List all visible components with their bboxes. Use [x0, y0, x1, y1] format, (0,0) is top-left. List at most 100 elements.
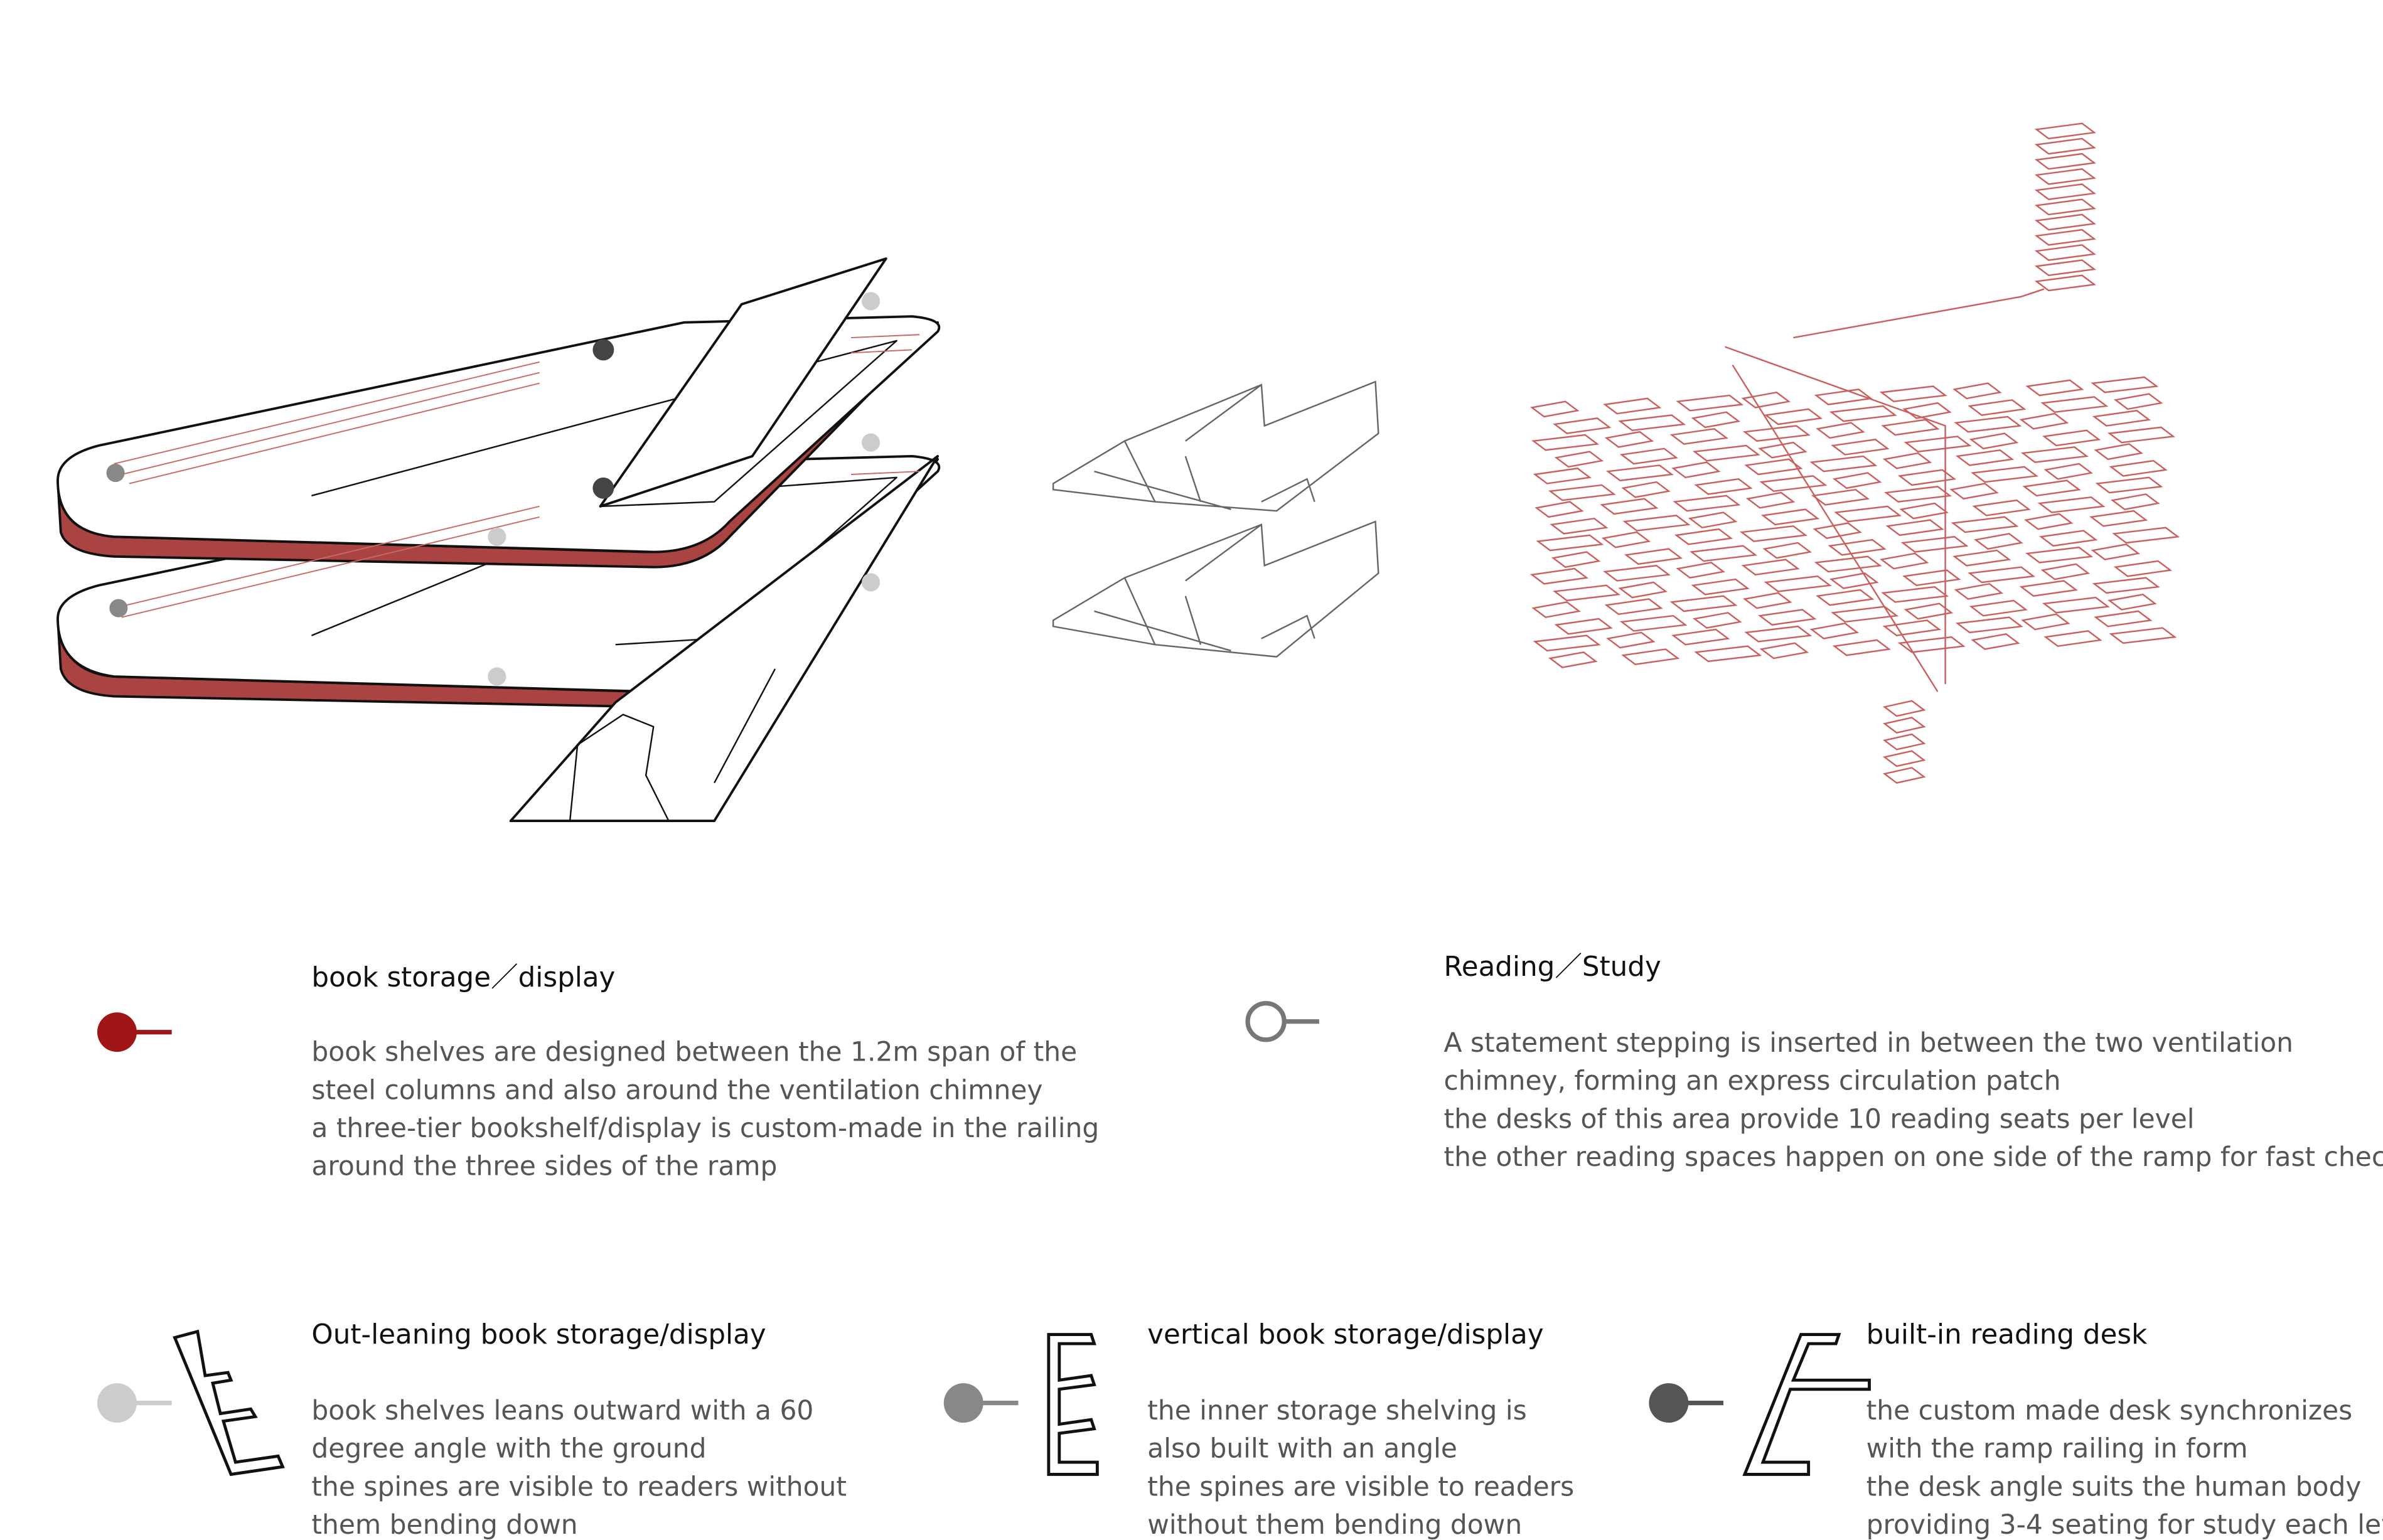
- desk-outline: [2042, 429, 2101, 447]
- desk-outline: [1619, 447, 1679, 465]
- desk-outline: [1899, 502, 1949, 520]
- marker-dot: [1649, 1383, 1689, 1423]
- body-line: book shelves are designed between the 1.…: [311, 1037, 1077, 1067]
- desk-outline: [1814, 555, 1882, 573]
- body-line: the spines are visible to readers withou…: [311, 1471, 847, 1502]
- desk-outline: [2034, 274, 2097, 292]
- legend-markers: [97, 1001, 1871, 1477]
- desk-outline: [1743, 592, 1792, 609]
- body-line: A statement stepping is inserted in betw…: [1443, 1027, 2293, 1058]
- desk-outline: [1529, 400, 1580, 418]
- body-line: the custom made desk synchronizes: [1866, 1395, 2353, 1426]
- desk-outline: [2019, 580, 2078, 597]
- body-line: providing 3-4 seating for study each lev…: [1866, 1509, 2383, 1540]
- desk-outline: [1764, 575, 1832, 592]
- marker: [862, 292, 881, 311]
- desk-outline: [1673, 495, 1741, 512]
- desk-outline: [2034, 183, 2097, 200]
- desk-outline: [2034, 137, 2097, 155]
- desk-outline: [1533, 468, 1592, 484]
- desk-outline: [2107, 426, 2175, 444]
- desk-outline: [1531, 434, 1600, 451]
- profile-out-leaning: [173, 1329, 285, 1477]
- desk-outline: [2111, 493, 2160, 510]
- desk-outline: [1882, 717, 1926, 734]
- desk-outline: [1828, 538, 1887, 556]
- desk-outline: [2034, 198, 2097, 216]
- desk-outline: [2042, 596, 2110, 614]
- desk-outline: [1603, 397, 1662, 415]
- desk-outline: [1882, 700, 1926, 717]
- desk-outline: [2043, 463, 2094, 480]
- desk-outline: [1694, 478, 1753, 495]
- desk-outline: [1739, 525, 1807, 542]
- desk-outline: [1536, 534, 1604, 552]
- desk-outline: [2034, 213, 2097, 231]
- marker-dot: [97, 1012, 137, 1052]
- body-line: the spines are visible to readers: [1147, 1471, 1574, 1502]
- desk-outline: [1954, 583, 2004, 600]
- desk-outline: [1829, 405, 1897, 422]
- marker-ring: [1245, 1001, 1287, 1042]
- desk-outline: [1882, 619, 1941, 636]
- desk-outline: [1897, 636, 1966, 653]
- desk-outline: [1741, 559, 1800, 576]
- desk-outline: [1897, 469, 1957, 486]
- desk-outline: [1741, 391, 1791, 409]
- body-line: around the three sides of the ramp: [311, 1150, 777, 1181]
- desk-outline: [2040, 563, 2091, 580]
- body-line: the desk angle suits the human body: [1866, 1471, 2362, 1502]
- desk-outline: [1745, 491, 1796, 509]
- desk-outline: [1971, 633, 2020, 650]
- body-line: degree angle with the ground: [311, 1433, 706, 1464]
- desk-outline: [1968, 399, 2027, 416]
- desk-outline: [2092, 577, 2160, 594]
- desk-outline: [2094, 610, 2153, 628]
- desk-outline: [1671, 461, 1721, 479]
- desk-outline: [1533, 634, 1601, 652]
- desk-outline: [1885, 519, 1944, 537]
- desk-outline: [1758, 609, 1817, 626]
- marker-dot: [97, 1383, 137, 1423]
- desk-outline: [1879, 385, 1947, 403]
- body-line: chimney, forming an express circulation …: [1443, 1066, 2060, 1096]
- desk-outline: [2095, 476, 2163, 494]
- desk-outline: [1762, 542, 1813, 559]
- desk-outline: [1691, 578, 1750, 596]
- desk-outline: [1879, 552, 1929, 570]
- desk-outline: [1881, 586, 1949, 603]
- desk-outline: [1949, 483, 1999, 500]
- desk-outline: [1971, 466, 2039, 483]
- desk-outline: [2094, 443, 2143, 461]
- desk-outline: [1816, 589, 1875, 606]
- desk-outline: [1671, 628, 1730, 646]
- marker: [488, 667, 506, 686]
- desk-outline: [2021, 613, 2070, 631]
- text-blocks: book shelves are designed between the 1.…: [311, 1027, 2383, 1540]
- marker: [109, 599, 128, 618]
- desk-outline: [1881, 419, 1940, 436]
- desk-outline: [1550, 517, 1609, 535]
- desk-outline: [1955, 616, 2023, 634]
- body-line: also built with an angle: [1147, 1433, 1457, 1464]
- desk-outline: [2109, 459, 2168, 477]
- desk-outline: [1902, 402, 1952, 419]
- marker: [592, 477, 614, 499]
- body-line: them bending down: [311, 1509, 577, 1540]
- desk-outline: [2112, 527, 2180, 544]
- desk-outline: [1831, 606, 1899, 623]
- desk-outline: [2040, 396, 2109, 413]
- desk-outline: [1694, 645, 1762, 663]
- desk-outline: [1553, 417, 1612, 434]
- desk-outline: [1742, 425, 1811, 442]
- desk-outline: [1882, 452, 1932, 469]
- body-line: a three-tier bookshelf/display is custom…: [311, 1113, 1099, 1143]
- desk-outline: [1554, 451, 1604, 468]
- desk-outline: [1621, 648, 1680, 665]
- desk-outline: [1813, 522, 1862, 539]
- desk-outline: [2034, 152, 2097, 170]
- desk-outline: [2034, 228, 2097, 246]
- desk-outline: [1882, 733, 1926, 751]
- desk-outline: [1548, 651, 1598, 668]
